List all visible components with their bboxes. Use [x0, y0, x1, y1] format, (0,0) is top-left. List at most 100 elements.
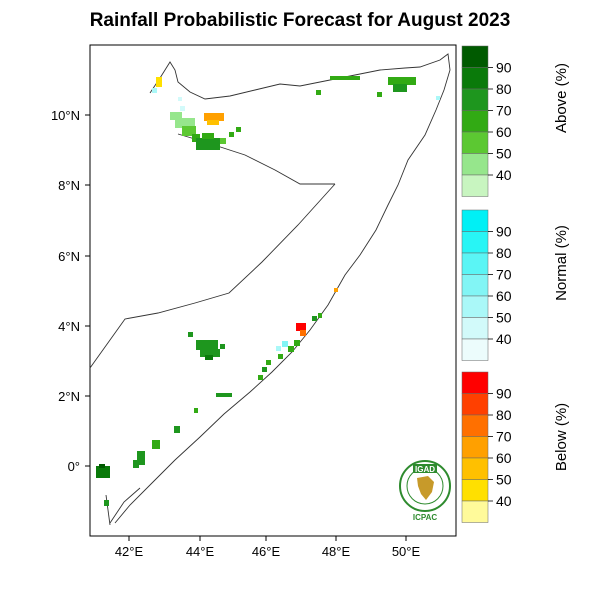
axis-ticks: [85, 114, 407, 541]
forecast-cell-above: [388, 77, 416, 85]
legend-above-value: 50: [496, 146, 512, 162]
forecast-cell-above: [182, 126, 196, 136]
coastline: [114, 53, 451, 524]
legend-below-swatch: [461, 393, 489, 416]
forecast-cell-above: [393, 84, 407, 92]
legend-above-value: 70: [496, 103, 512, 119]
forecast-cell-above: [175, 118, 195, 128]
forecast-cell-below: [334, 288, 338, 292]
forecast-cell-above: [99, 464, 105, 468]
legend-below-value: 80: [496, 407, 512, 423]
forecast-cell-above: [202, 133, 214, 139]
forecast-cell-below: [204, 113, 224, 121]
legend-normal-swatch: [461, 209, 489, 232]
forecast-cell-normal: [178, 97, 182, 101]
forecast-cell-above: [294, 340, 300, 346]
legend-above-swatch: [461, 174, 489, 197]
legend-above-value: 90: [496, 60, 512, 76]
forecast-cell-below: [156, 77, 162, 87]
forecast-cell-above: [104, 500, 109, 506]
forecast-cell-above: [236, 127, 241, 132]
legend-below-swatch: [461, 500, 489, 523]
forecast-cell-above: [258, 375, 263, 380]
legend-normal-swatch: [461, 317, 489, 340]
forecast-cell-above: [216, 393, 232, 397]
legend-normal-value: 50: [496, 310, 512, 326]
forecast-cell-above: [96, 466, 110, 478]
lon-tick-label: 44°E: [186, 544, 215, 559]
legend-normal-value: 80: [496, 245, 512, 261]
forecast-cell-above: [278, 354, 283, 359]
legend-normal-swatch: [461, 295, 489, 318]
legend-below-swatch: [461, 479, 489, 502]
forecast-cell-normal: [436, 96, 440, 100]
legend-below-swatch: [461, 457, 489, 480]
forecast-cell-above: [200, 349, 220, 357]
forecast-cell-above: [188, 332, 193, 337]
forecast-cell-above: [220, 344, 225, 349]
forecast-cells: [96, 76, 440, 506]
legend-above-swatch: [461, 67, 489, 90]
legend-above-value: 60: [496, 124, 512, 140]
legend-normal-swatch: [461, 274, 489, 297]
legend-above-value: 40: [496, 167, 512, 183]
lat-tick-label: 4°N: [58, 319, 80, 334]
forecast-cell-above: [316, 90, 321, 95]
forecast-cell-above: [170, 112, 182, 120]
forecast-cell-above: [137, 451, 145, 465]
legend-above: 90 80 70 60 50 40: [461, 45, 512, 197]
legend-normal: 90 80 70 60 50 40: [461, 209, 512, 361]
forecast-cell-above: [196, 138, 220, 150]
legend-normal-title: Normal (%): [553, 225, 570, 301]
forecast-cell-above: [318, 313, 322, 318]
lon-tick-label: 50°E: [392, 544, 421, 559]
legend-above-swatch: [461, 153, 489, 176]
map-title: Rainfall Probabilistic Forecast for Augu…: [89, 10, 511, 31]
legend-below-swatch: [461, 414, 489, 437]
forecast-cell-above: [229, 132, 234, 137]
africa-map-icon: [417, 476, 434, 500]
forecast-cell-normal: [180, 106, 185, 111]
legend-below-value: 40: [496, 493, 512, 509]
forecast-cell-above: [205, 355, 213, 360]
legend-normal-swatch: [461, 252, 489, 275]
legend-above-title: Above (%): [553, 63, 570, 133]
lat-tick-label: 6°N: [58, 249, 80, 264]
forecast-cell-below: [300, 330, 306, 336]
lon-tick-label: 48°E: [322, 544, 351, 559]
legend-above-swatch: [461, 88, 489, 111]
legend-below-value: 60: [496, 450, 512, 466]
logo-igad-text: IGAD: [415, 465, 435, 474]
border-kenya: [105, 494, 111, 526]
forecast-cell-above: [266, 360, 271, 365]
forecast-cell-above: [133, 460, 139, 468]
forecast-cell-above: [262, 367, 267, 372]
forecast-cell-below: [296, 323, 306, 331]
legend-below: 90 80 70 60 50 40: [461, 371, 512, 523]
lat-tick-label: 2°N: [58, 389, 80, 404]
lon-tick-label: 46°E: [252, 544, 281, 559]
legend-below-value: 90: [496, 386, 512, 402]
forecast-cell-above: [377, 92, 382, 97]
lat-tick-label: 10°N: [51, 108, 80, 123]
forecast-cell-normal: [152, 88, 157, 93]
map-frame: [89, 44, 457, 537]
legend-normal-value: 90: [496, 224, 512, 240]
forecast-cell-above: [312, 316, 317, 321]
legend-normal-value: 40: [496, 331, 512, 347]
legend-above-swatch: [461, 131, 489, 154]
legend-below-value: 50: [496, 472, 512, 488]
forecast-cell-below: [207, 120, 219, 125]
forecast-cell-above: [330, 76, 360, 80]
legend-normal-swatch: [461, 338, 489, 361]
forecast-cell-above: [220, 138, 226, 144]
icpac-logo: IGAD ICPAC: [399, 460, 451, 522]
forecast-cell-above: [174, 426, 180, 433]
border-ogaden: [89, 183, 336, 369]
legend-above-swatch: [461, 45, 489, 68]
legend-normal-value: 60: [496, 288, 512, 304]
forecast-cell-above: [196, 340, 218, 350]
lat-tick-label: 0°: [68, 459, 80, 474]
forecast-cell-above: [152, 440, 160, 449]
